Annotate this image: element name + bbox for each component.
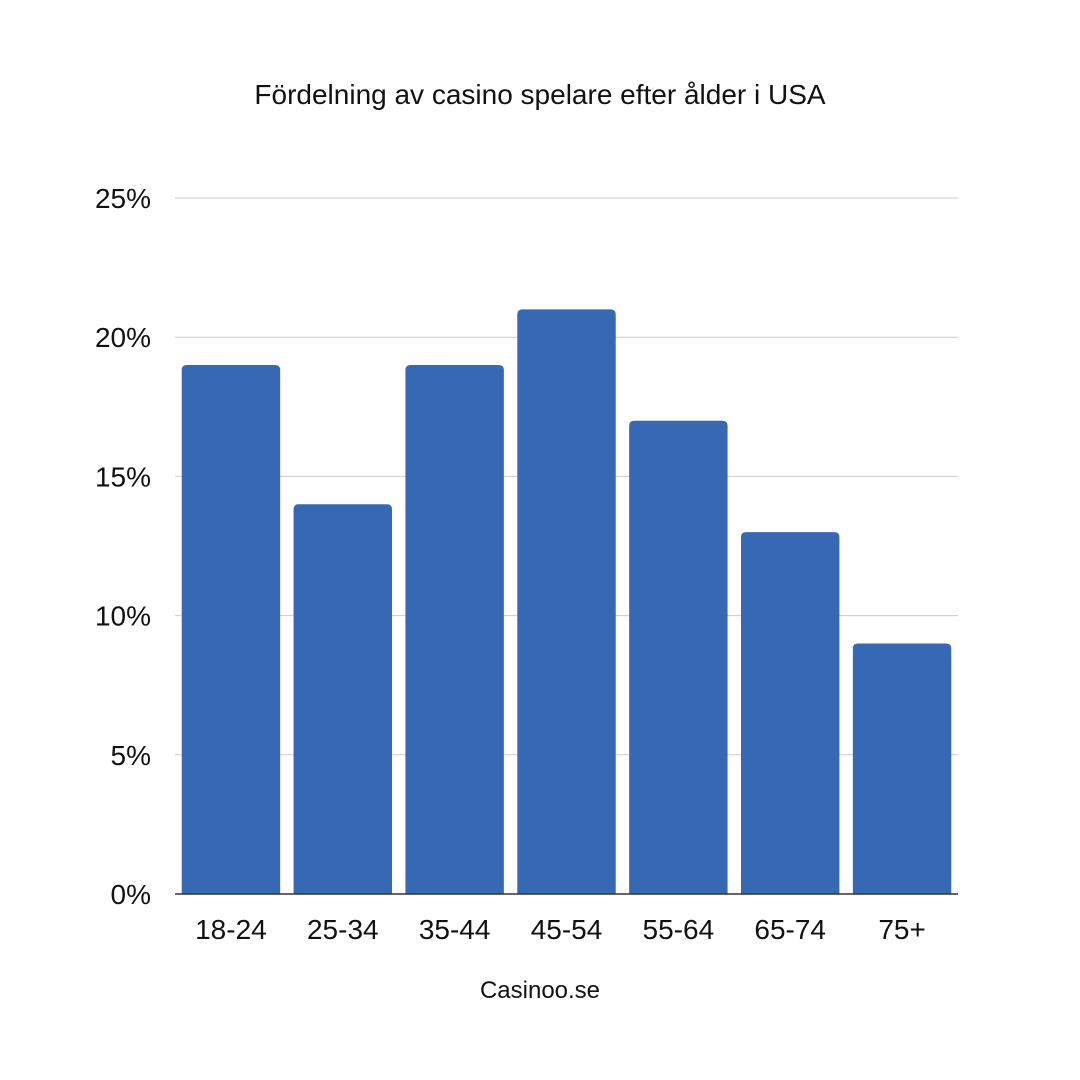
bar-55-64 [629,420,728,894]
y-axis: 0% 5% 10% 15% 20% 25% [95,183,151,910]
y-tick-label: 0% [111,879,151,910]
x-tick-label: 45-54 [531,914,603,945]
bar-25-34 [293,504,393,894]
y-tick-label: 25% [95,183,151,214]
y-tick-label: 20% [95,322,151,353]
chart-title: Fördelning av casino spelare efter ålder… [254,79,826,110]
bar-18-24 [181,365,281,894]
x-tick-label: 25-34 [307,914,379,945]
y-tick-label: 10% [95,601,151,632]
y-tick-label: 5% [111,740,151,771]
bar-35-44 [405,365,504,894]
bar-65-74 [740,532,840,894]
x-tick-label: 35-44 [419,914,491,945]
y-tick-label: 15% [95,461,151,492]
x-tick-label: 65-74 [754,914,826,945]
bar-45-54 [517,309,616,894]
x-axis: 18-24 25-34 35-44 45-54 55-64 65-74 75+ [195,914,926,945]
x-tick-label: 18-24 [195,914,267,945]
x-axis-label: Casinoo.se [480,977,600,1004]
x-tick-label: 75+ [878,914,926,945]
bars-layer [175,309,958,895]
x-tick-label: 55-64 [643,914,715,945]
bar-75+ [852,643,952,894]
